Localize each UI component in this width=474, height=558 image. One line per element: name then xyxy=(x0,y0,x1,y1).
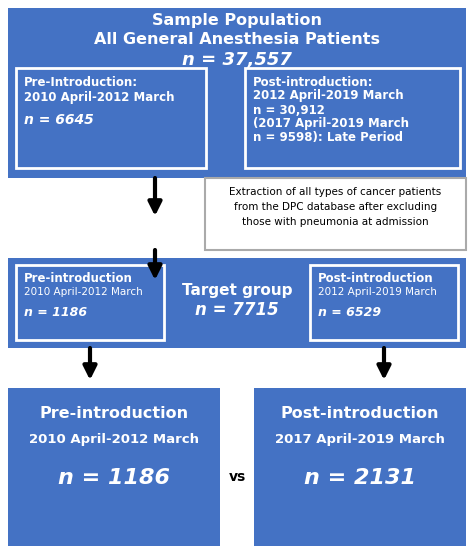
Bar xyxy=(310,265,458,340)
Text: n = 9598): Late Period: n = 9598): Late Period xyxy=(253,132,403,145)
Bar xyxy=(16,68,206,168)
Text: Sample Population: Sample Population xyxy=(152,13,322,28)
Text: 2010 April-2012 March: 2010 April-2012 March xyxy=(29,434,199,446)
Text: (2017 April-2019 March: (2017 April-2019 March xyxy=(253,118,409,131)
Text: n = 7715: n = 7715 xyxy=(195,301,279,319)
Text: Target group: Target group xyxy=(182,283,292,299)
Text: 2010 April-2012 March: 2010 April-2012 March xyxy=(24,287,143,297)
Bar xyxy=(16,265,164,340)
Text: 2010 April-2012 March: 2010 April-2012 March xyxy=(24,92,174,104)
Bar xyxy=(8,388,220,546)
Bar xyxy=(245,68,460,168)
Text: n = 1186: n = 1186 xyxy=(58,468,170,488)
Bar xyxy=(8,8,466,178)
Bar xyxy=(254,388,466,546)
Text: n = 2131: n = 2131 xyxy=(304,468,416,488)
Text: those with pneumonia at admission: those with pneumonia at admission xyxy=(242,217,429,227)
Text: n = 6529: n = 6529 xyxy=(318,306,381,320)
Text: Post-introduction: Post-introduction xyxy=(281,406,439,421)
Text: Pre-introduction: Pre-introduction xyxy=(24,272,133,285)
Text: from the DPC database after excluding: from the DPC database after excluding xyxy=(234,202,437,212)
Text: Extraction of all types of cancer patients: Extraction of all types of cancer patien… xyxy=(229,187,442,197)
Text: Post-introduction:: Post-introduction: xyxy=(253,75,374,89)
Text: 2012 April-2019 March: 2012 April-2019 March xyxy=(318,287,437,297)
Text: Post-introduction: Post-introduction xyxy=(318,272,434,285)
Text: Pre-Introduction:: Pre-Introduction: xyxy=(24,75,138,89)
Text: 2012 April-2019 March: 2012 April-2019 March xyxy=(253,89,404,103)
Text: n = 1186: n = 1186 xyxy=(24,306,87,320)
Text: All General Anesthesia Patients: All General Anesthesia Patients xyxy=(94,31,380,46)
Text: n = 37,557: n = 37,557 xyxy=(182,51,292,69)
Text: vs: vs xyxy=(228,470,246,484)
Text: 2017 April-2019 March: 2017 April-2019 March xyxy=(275,434,445,446)
Text: n = 30,912: n = 30,912 xyxy=(253,103,325,117)
Text: Pre-introduction: Pre-introduction xyxy=(39,406,189,421)
Bar xyxy=(205,178,466,250)
Text: n = 6645: n = 6645 xyxy=(24,113,94,127)
Bar xyxy=(8,258,466,348)
